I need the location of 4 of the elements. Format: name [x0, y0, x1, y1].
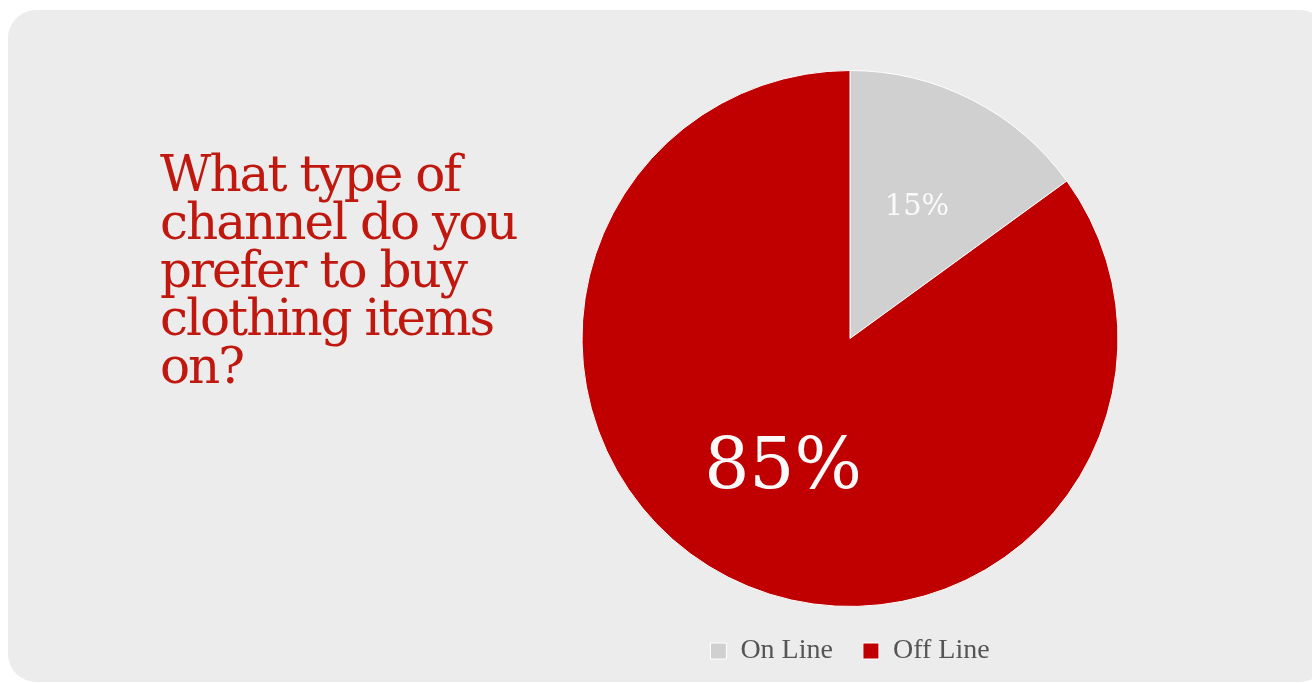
- legend-label: On Line: [740, 633, 833, 665]
- legend-label: Off Line: [892, 633, 990, 665]
- data-label: 85%: [704, 422, 862, 506]
- text: What type of channel do you prefer to buy clothing items on?: [160, 145, 518, 395]
